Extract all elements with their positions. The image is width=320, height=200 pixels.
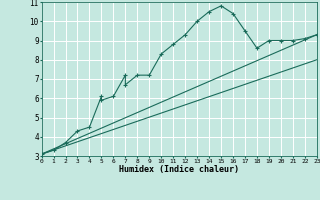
X-axis label: Humidex (Indice chaleur): Humidex (Indice chaleur)	[119, 165, 239, 174]
